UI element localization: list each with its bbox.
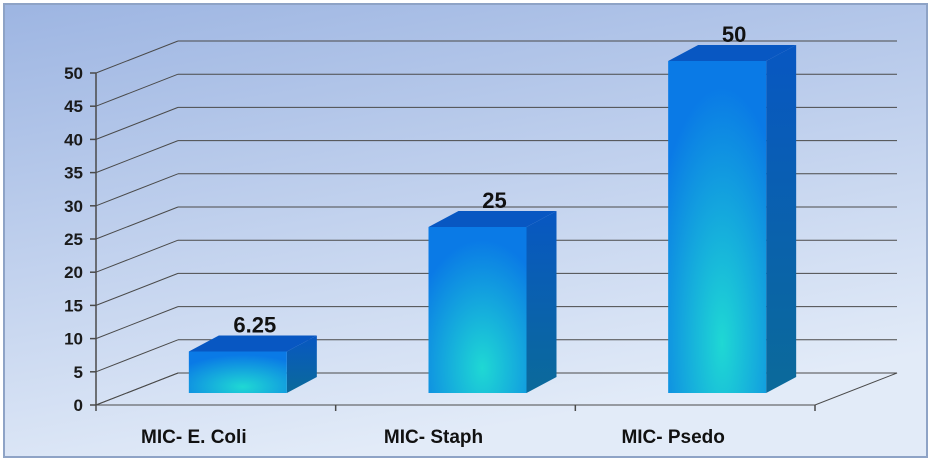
side-gridline bbox=[95, 239, 179, 273]
side-gridline bbox=[95, 206, 179, 240]
y-tick-label: 15 bbox=[64, 296, 83, 315]
bar bbox=[668, 45, 797, 393]
side-gridline bbox=[95, 140, 179, 174]
side-gridline bbox=[95, 40, 179, 74]
x-category-label: MIC- Psedo bbox=[621, 427, 724, 448]
x-category-label: MIC- E. Coli bbox=[141, 427, 247, 448]
bar-top bbox=[188, 335, 317, 352]
y-tick-label: 10 bbox=[64, 330, 83, 349]
data-label: 50 bbox=[722, 22, 746, 47]
y-tick-label: 25 bbox=[64, 230, 83, 249]
bar bbox=[428, 211, 557, 393]
side-gridline bbox=[95, 106, 179, 140]
side-gridline bbox=[95, 306, 179, 340]
bar-top bbox=[668, 45, 797, 61]
bar-side bbox=[766, 45, 797, 393]
bar-front bbox=[668, 61, 767, 393]
bar-side bbox=[526, 211, 557, 393]
bar-side bbox=[286, 335, 317, 393]
y-tick-label: 50 bbox=[64, 64, 83, 83]
y-tick-label: 30 bbox=[64, 197, 83, 216]
y-tick-label: 20 bbox=[64, 263, 83, 282]
x-category-label: MIC- Staph bbox=[384, 427, 483, 448]
bar-front bbox=[188, 351, 287, 393]
y-tick-label: 5 bbox=[74, 363, 83, 382]
bar bbox=[188, 335, 317, 393]
data-label: 6.25 bbox=[233, 313, 276, 338]
side-gridline bbox=[95, 272, 179, 306]
y-tick-label: 40 bbox=[64, 130, 83, 149]
y-tick-label: 35 bbox=[64, 164, 83, 183]
side-gridline bbox=[95, 173, 179, 207]
bar-top bbox=[428, 211, 557, 227]
y-tick-label: 45 bbox=[64, 97, 83, 116]
side-gridline bbox=[95, 73, 179, 107]
data-label: 25 bbox=[482, 188, 506, 213]
bar-front bbox=[428, 227, 527, 393]
side-gridline bbox=[95, 339, 179, 373]
y-tick-label: 0 bbox=[74, 396, 83, 415]
